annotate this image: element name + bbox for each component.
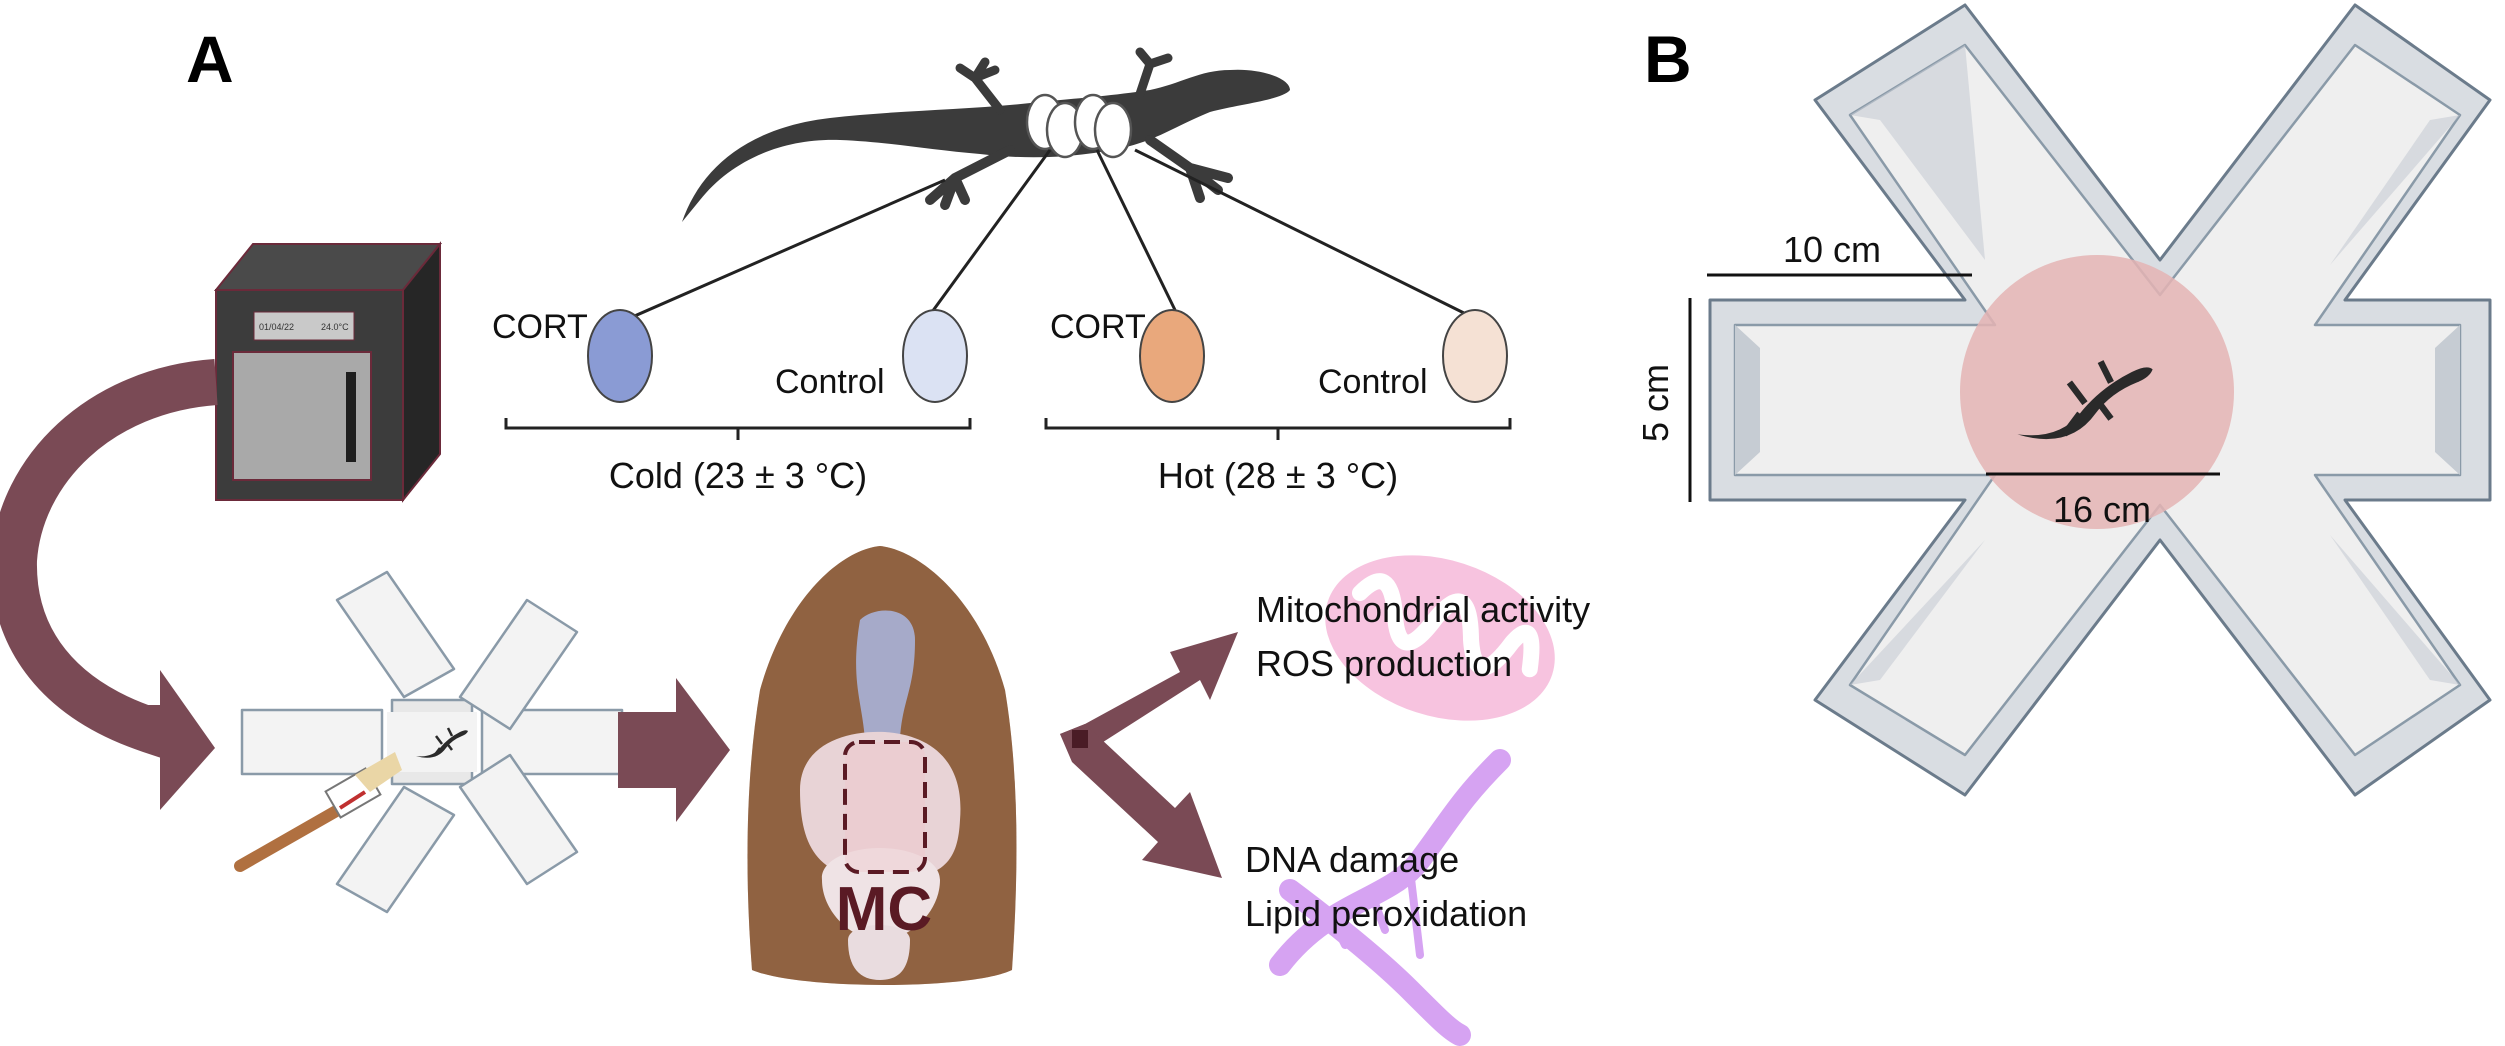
dna-helix-icon <box>1269 749 1511 1046</box>
right-arrow-icon <box>618 678 730 822</box>
outcome-mito-activity: Mitochondrial activity <box>1256 589 1590 630</box>
outcome-ros: ROS production <box>1256 643 1512 684</box>
dim-label-arm-length: 10 cm <box>1783 229 1881 270</box>
mitochondria-icon <box>1325 555 1555 721</box>
brain-icon <box>747 546 1017 985</box>
mc-region-box <box>843 740 927 874</box>
egg-control-cold <box>902 309 968 403</box>
egg-cort-hot <box>1139 309 1205 403</box>
incubator-temp: 24.0°C <box>321 322 349 332</box>
egg-label-cort-hot: CORT <box>1050 308 1146 346</box>
outcome-lipid-perox: Lipid peroxidation <box>1245 893 1527 934</box>
curved-arrow-icon <box>0 359 219 810</box>
panel-a-label: A <box>186 22 234 96</box>
outcome-dna-damage: DNA damage <box>1245 839 1459 880</box>
incubator-date: 01/04/22 <box>259 322 294 332</box>
egg-cort-cold <box>587 309 653 403</box>
panel-b-label: B <box>1644 22 1692 96</box>
dim-label-center-diameter: 16 cm <box>2053 489 2151 530</box>
egg-label-control-hot: Control <box>1318 363 1428 401</box>
egg-control-hot <box>1442 309 1508 403</box>
group-label-hot: Hot (28 ± 3 °C) <box>1158 455 1398 496</box>
small-arena-icon <box>240 570 624 914</box>
egg-connector-lines <box>629 148 1471 320</box>
bracket-cold <box>504 418 972 440</box>
incubator-icon <box>213 241 443 503</box>
split-arrows-icon <box>1060 632 1238 878</box>
mc-region-label: MC <box>836 875 932 944</box>
lizard-silhouette-icon <box>682 47 1290 222</box>
bracket-hot <box>1044 418 1512 440</box>
dim-label-wall-height: 5 cm <box>1635 364 1676 442</box>
arena-center-zone <box>1960 255 2234 529</box>
egg-label-control-cold: Control <box>775 363 885 401</box>
group-label-cold: Cold (23 ± 3 °C) <box>609 455 867 496</box>
paintbrush-icon <box>234 752 402 872</box>
egg-label-cort-cold: CORT <box>492 308 588 346</box>
clutch-eggs <box>1025 93 1133 159</box>
